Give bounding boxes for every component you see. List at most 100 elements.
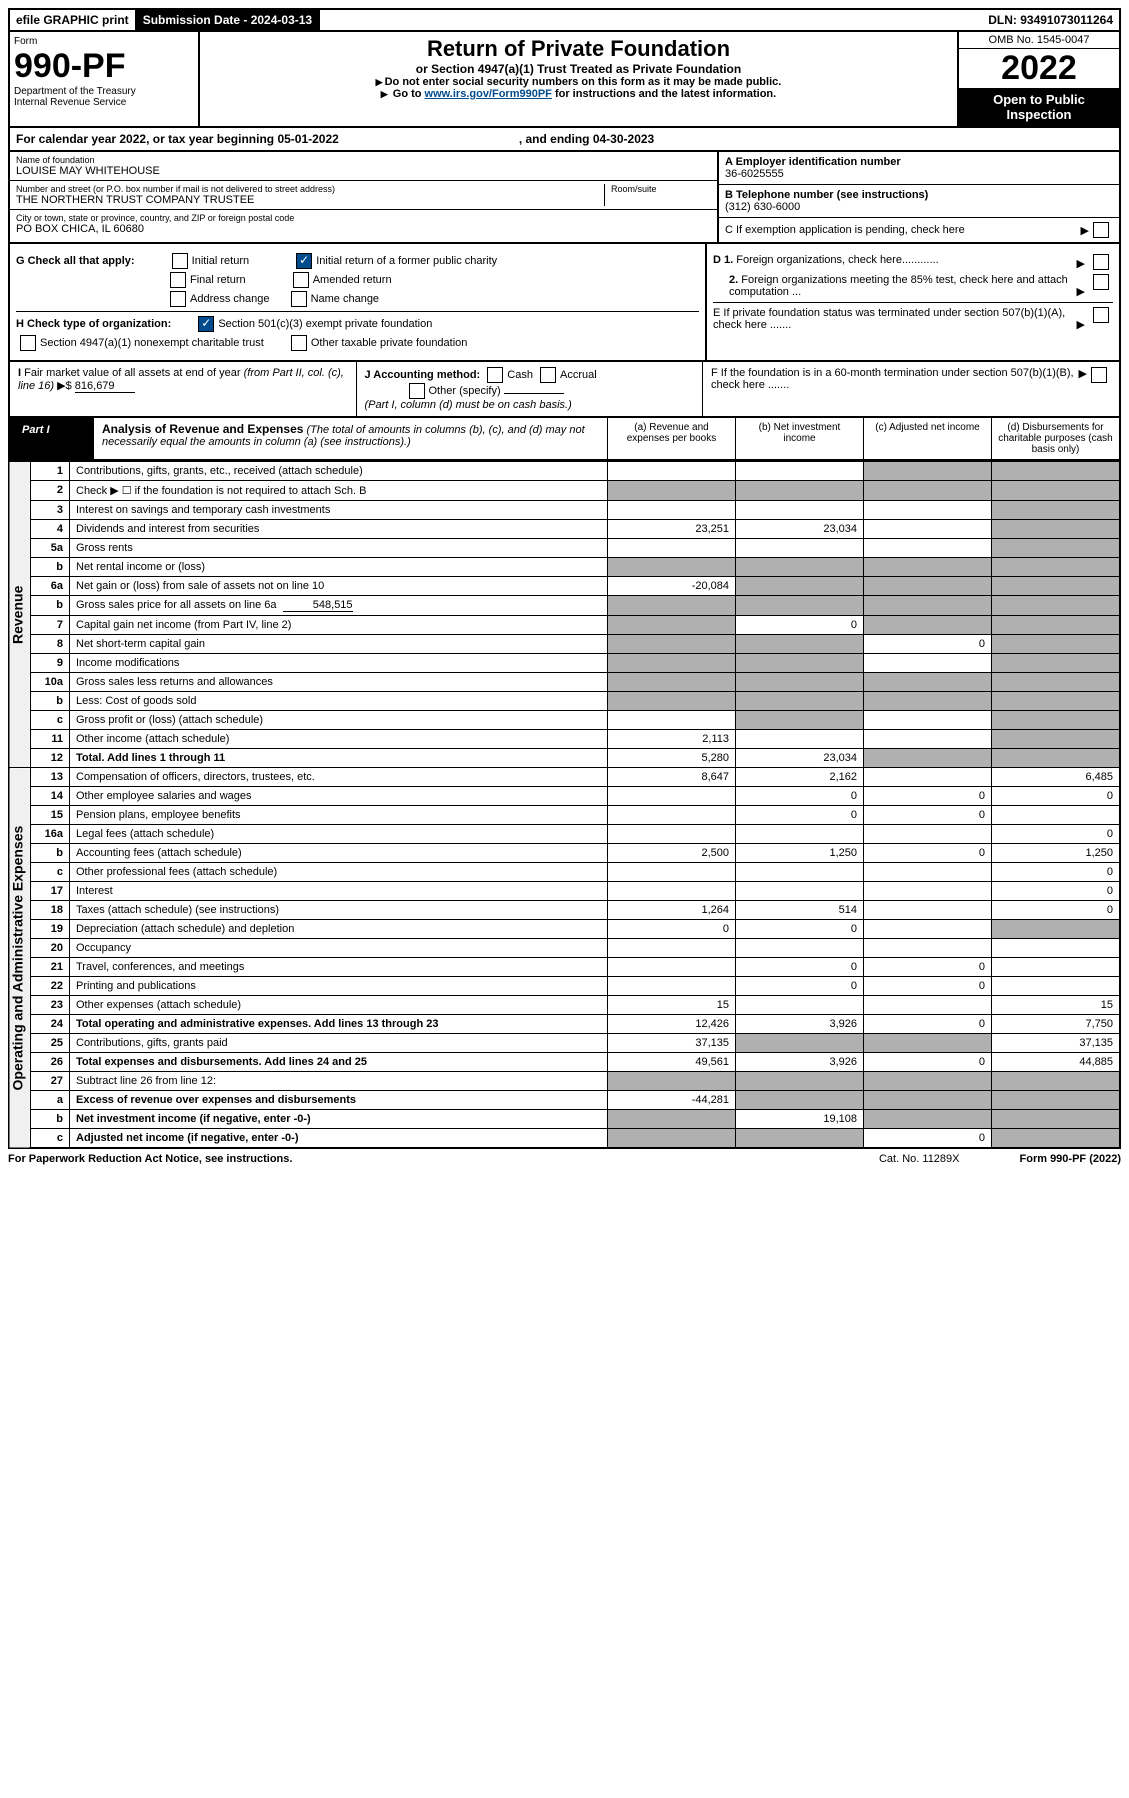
note2-post: for instructions and the latest informat… [552,88,776,100]
value-cell [608,481,736,501]
line-number: 8 [31,635,70,654]
value-cell [608,825,736,844]
line-number: 21 [31,958,70,977]
value-cell: 49,561 [608,1053,736,1072]
form-left: Form 990-PF Department of the Treasury I… [10,32,200,126]
line-description: Printing and publications [70,977,608,996]
value-cell: 0 [992,882,1121,901]
value-cell [992,501,1121,520]
name-label: Name of foundation [16,155,711,165]
line-number: b [31,596,70,616]
table-row: 25Contributions, gifts, grants paid37,13… [9,1034,1120,1053]
value-cell [992,939,1121,958]
form-right: OMB No. 1545-0047 2022 Open to Public In… [957,32,1119,126]
d1-checkbox[interactable] [1093,254,1109,270]
foundation-name: LOUISE MAY WHITEHOUSE [16,165,711,177]
value-cell [864,825,992,844]
line-description: Subtract line 26 from line 12: [70,1072,608,1091]
value-cell [864,520,992,539]
city-value: PO BOX CHICA, IL 60680 [16,223,711,235]
f-col: F If the foundation is in a 60-month ter… [703,362,1119,416]
table-row: bNet investment income (if negative, ent… [9,1110,1120,1129]
page-footer: For Paperwork Reduction Act Notice, see … [8,1149,1121,1169]
4947-checkbox[interactable] [20,335,36,351]
table-row: 12Total. Add lines 1 through 115,28023,0… [9,749,1120,768]
value-cell [992,1129,1121,1149]
501c3-checkbox[interactable]: ✓ [198,316,214,332]
omb-number: OMB No. 1545-0047 [959,32,1119,49]
value-cell [608,1072,736,1091]
initial-former-checkbox[interactable]: ✓ [296,253,312,269]
arrow-icon: ▶ [1081,224,1089,237]
value-cell: 37,135 [992,1034,1121,1053]
room-label: Room/suite [611,184,711,194]
c-checkbox[interactable] [1093,222,1109,238]
table-row: 17Interest0 [9,882,1120,901]
h-4947: Section 4947(a)(1) nonexempt charitable … [40,337,264,349]
form-number: 990-PF [14,47,194,86]
cash-checkbox[interactable] [487,367,503,383]
value-cell [864,501,992,520]
value-cell [736,635,864,654]
line-number: 18 [31,901,70,920]
value-cell [992,616,1121,635]
line-description: Total expenses and disbursements. Add li… [70,1053,608,1072]
value-cell: 6,485 [992,768,1121,787]
line-number: 9 [31,654,70,673]
address-change-checkbox[interactable] [170,291,186,307]
tel-label: B Telephone number (see instructions) [725,189,1113,201]
value-cell [736,1091,864,1110]
other-method-checkbox[interactable] [409,383,425,399]
line-number: a [31,1091,70,1110]
footer-left: For Paperwork Reduction Act Notice, see … [8,1153,292,1165]
table-row: 26Total expenses and disbursements. Add … [9,1053,1120,1072]
tax-year: 2022 [959,49,1119,88]
g-initial: Initial return [192,255,249,267]
accrual-checkbox[interactable] [540,367,556,383]
f-checkbox[interactable] [1091,367,1107,383]
line-description: Depreciation (attach schedule) and deple… [70,920,608,939]
value-cell [864,539,992,558]
col-a-head: (a) Revenue and expenses per books [608,418,736,459]
dln: DLN: 93491073011264 [982,10,1119,30]
final-return-checkbox[interactable] [170,272,186,288]
section-label: Revenue [9,462,31,768]
foundation-name-field: Name of foundation LOUISE MAY WHITEHOUSE [10,152,717,181]
amended-checkbox[interactable] [293,272,309,288]
form-title: Return of Private Foundation [204,36,953,62]
name-change-checkbox[interactable] [291,291,307,307]
value-cell [992,711,1121,730]
value-cell [608,462,736,481]
line-number: 12 [31,749,70,768]
value-cell: 514 [736,901,864,920]
value-cell [992,1072,1121,1091]
irs-link[interactable]: www.irs.gov/Form990PF [425,88,552,100]
d2-checkbox[interactable] [1093,274,1109,290]
line-description: Other income (attach schedule) [70,730,608,749]
table-row: 20Occupancy [9,939,1120,958]
line-number: 2 [31,481,70,501]
line-number: 22 [31,977,70,996]
city-field: City or town, state or province, country… [10,210,717,238]
value-cell [992,806,1121,825]
line-description: Accounting fees (attach schedule) [70,844,608,863]
value-cell: -44,281 [608,1091,736,1110]
value-cell [736,996,864,1015]
value-cell: 12,426 [608,1015,736,1034]
form-note1: Do not enter social security numbers on … [204,76,953,88]
line-description: Occupancy [70,939,608,958]
value-cell: 0 [992,901,1121,920]
initial-return-checkbox[interactable] [172,253,188,269]
other-taxable-checkbox[interactable] [291,335,307,351]
e-checkbox[interactable] [1093,307,1109,323]
value-cell [992,749,1121,768]
part1-title: Analysis of Revenue and Expenses (The to… [94,418,608,459]
fmv-col: I Fair market value of all assets at end… [10,362,357,416]
calendar-year-row: For calendar year 2022, or tax year begi… [8,128,1121,152]
j-accrual: Accrual [560,369,597,381]
efile-cell[interactable]: efile GRAPHIC print [10,10,137,30]
value-cell: 0 [864,1129,992,1149]
value-cell: 2,113 [608,730,736,749]
value-cell [864,711,992,730]
value-cell [992,481,1121,501]
